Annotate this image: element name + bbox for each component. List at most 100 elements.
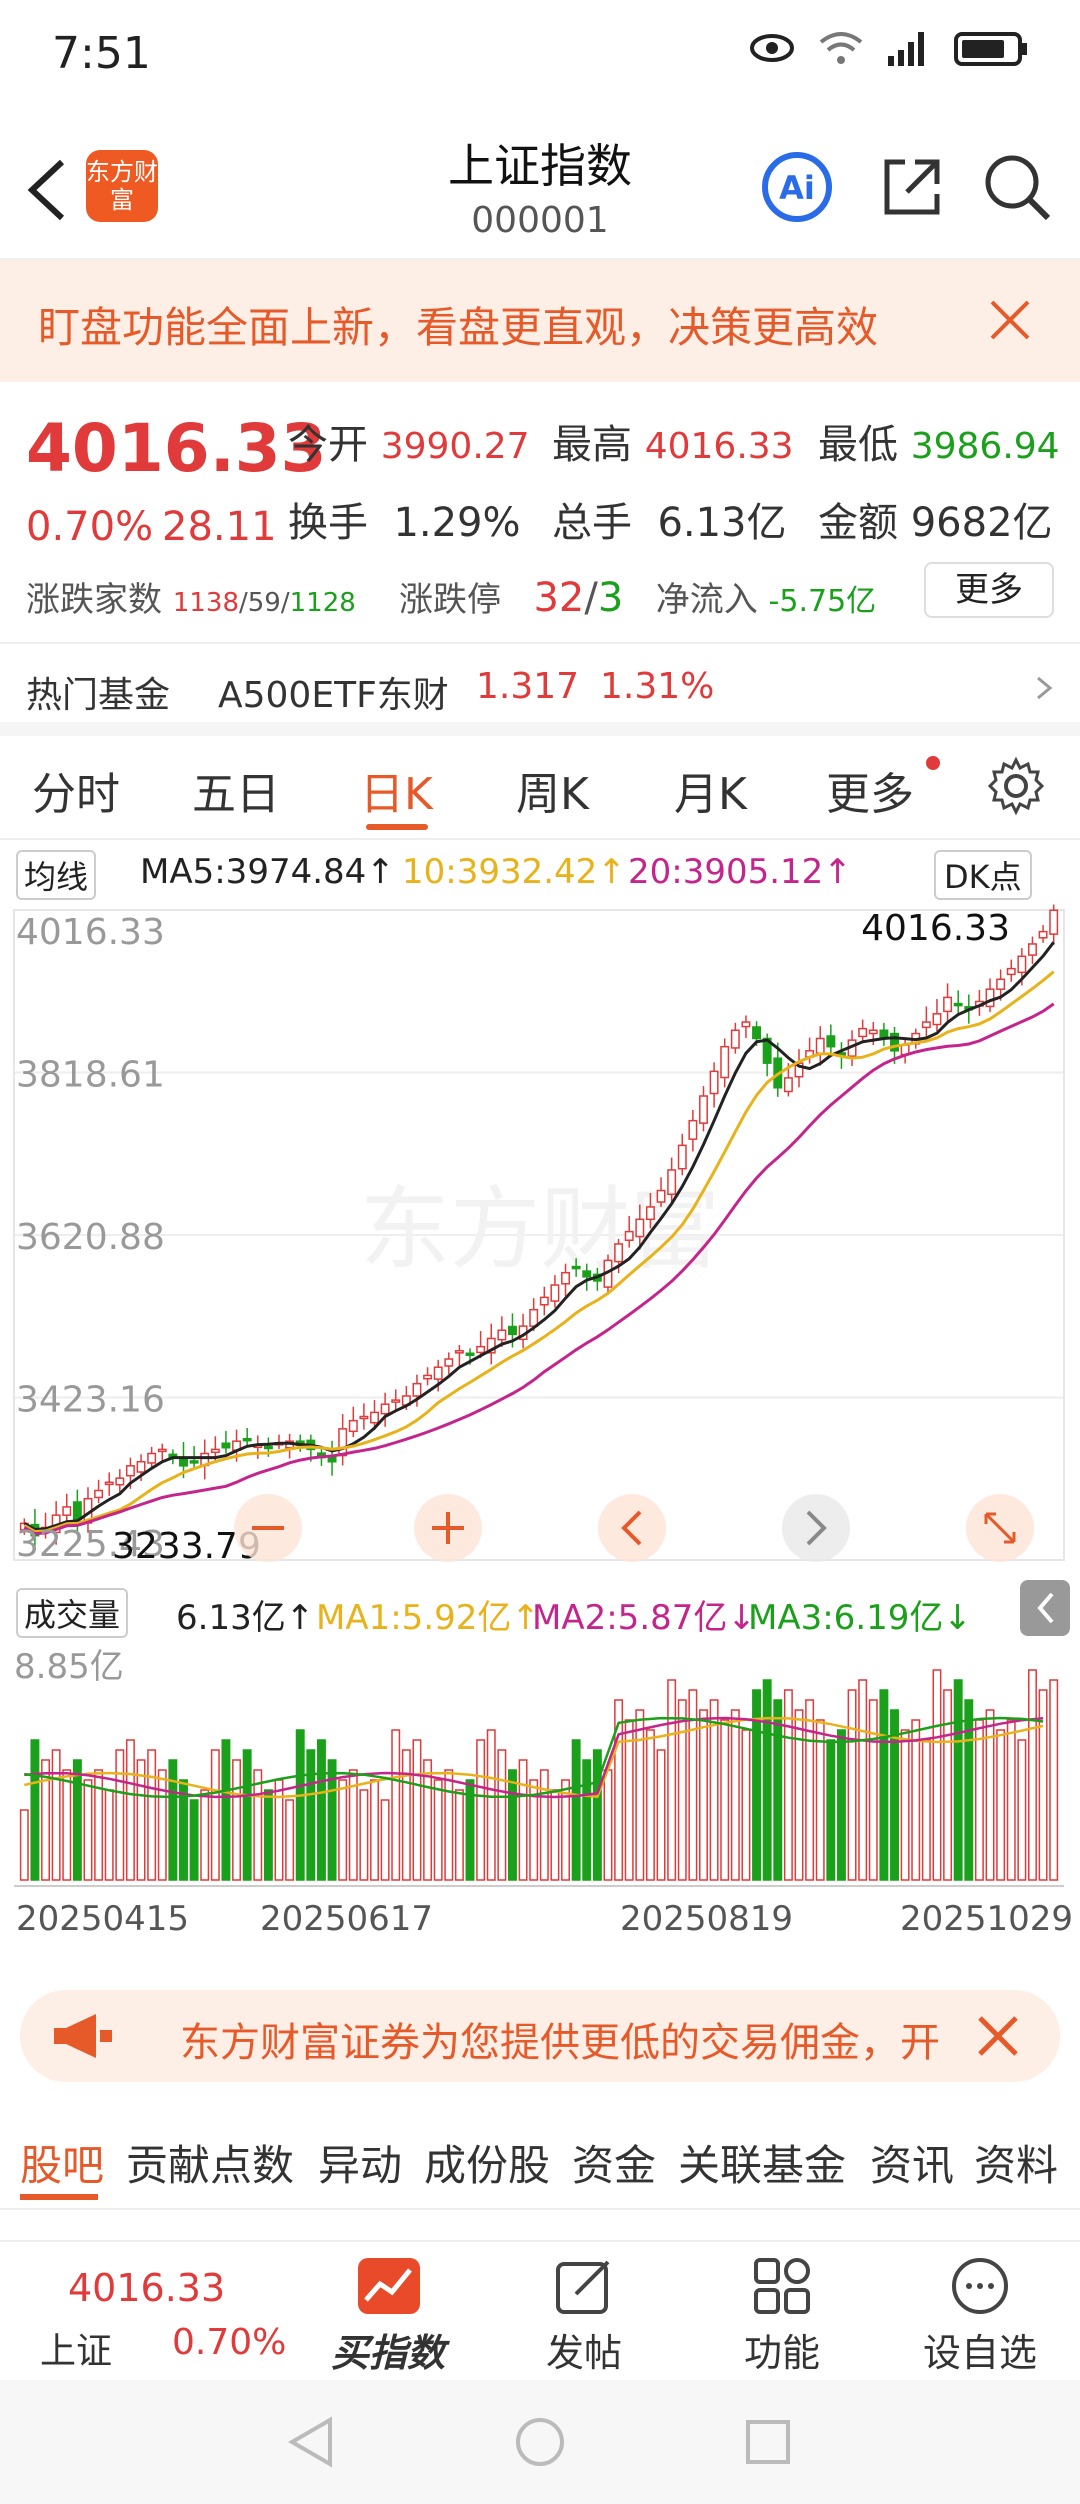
volume-bar bbox=[730, 1709, 740, 1881]
volume-bar bbox=[656, 1749, 666, 1881]
candle-body bbox=[699, 1095, 708, 1124]
candle-body bbox=[539, 1296, 549, 1306]
volume-bar bbox=[62, 1769, 72, 1881]
zoom-out-button[interactable] bbox=[234, 1494, 302, 1562]
limit-label: 涨跌停 bbox=[399, 580, 502, 620]
candle-body bbox=[815, 1037, 825, 1055]
volume-bar bbox=[805, 1699, 815, 1881]
tab-intraday[interactable]: 分时 bbox=[32, 769, 120, 820]
volume-ma3: MA3:6.19亿↓ bbox=[748, 1598, 972, 1638]
volume-bar bbox=[157, 1769, 167, 1881]
candle-body bbox=[709, 1070, 719, 1095]
candle-body bbox=[752, 1026, 762, 1040]
close-icon[interactable] bbox=[982, 292, 1038, 348]
promo-banner[interactable]: 东方财富证券为您提供更低的交易佣金，开 bbox=[20, 1990, 1060, 2082]
share-icon[interactable] bbox=[875, 150, 949, 224]
zoom-in-button[interactable] bbox=[414, 1494, 482, 1562]
ma5-line bbox=[23, 941, 1055, 1532]
ma-legend: 均线 MA5:3974.84↑ 10:3932.42↑ 20:3905.12↑ … bbox=[0, 840, 1080, 900]
functions-label: 功能 bbox=[743, 2331, 820, 2375]
volume-bar bbox=[115, 1749, 125, 1881]
volume-bar bbox=[614, 1699, 624, 1881]
nav-recents-icon[interactable] bbox=[744, 2418, 792, 2466]
close-icon[interactable] bbox=[974, 2012, 1022, 2060]
ma-selector[interactable]: 均线 bbox=[16, 850, 97, 900]
fullscreen-button[interactable] bbox=[966, 1494, 1034, 1562]
collapse-tab[interactable] bbox=[1020, 1580, 1070, 1636]
tab-weekly-k[interactable]: 周K bbox=[516, 769, 589, 820]
candle-body bbox=[125, 1465, 135, 1477]
volume-selector[interactable]: 成交量 bbox=[16, 1588, 129, 1638]
open-stat: 今开 3990.27 bbox=[288, 412, 530, 470]
market-stats: 涨跌家数 1138/59/1128 涨跌停 32/3 净流入 -5.75亿 bbox=[26, 575, 877, 621]
hot-fund-row[interactable]: 热门基金 A500ETF东财 1.317 1.31% bbox=[0, 642, 1080, 736]
volume-bar bbox=[943, 1689, 953, 1881]
tab-more[interactable]: 更多 bbox=[826, 769, 914, 820]
volume-bar bbox=[168, 1759, 178, 1881]
low-stat: 最低 3986.94 bbox=[818, 412, 1060, 470]
candle-body bbox=[953, 1002, 963, 1007]
dk-point-button[interactable]: DK点 bbox=[934, 850, 1032, 900]
tab-related-funds[interactable]: 关联基金 bbox=[678, 2141, 847, 2190]
volume-bar bbox=[974, 1719, 984, 1881]
chevron-right-icon bbox=[1037, 676, 1053, 700]
limit-up: 32 bbox=[533, 575, 585, 621]
candle-body bbox=[688, 1119, 698, 1140]
volume-bar bbox=[879, 1689, 889, 1881]
volume-bar bbox=[401, 1749, 411, 1881]
nav-home-icon[interactable] bbox=[514, 2416, 566, 2468]
volume-bar bbox=[41, 1759, 50, 1881]
more-button[interactable]: 更多 bbox=[924, 562, 1054, 618]
volume-bar bbox=[454, 1789, 464, 1881]
nav-back-icon[interactable] bbox=[286, 2416, 336, 2468]
tab-monthly-k[interactable]: 月K bbox=[674, 769, 747, 820]
scroll-left-button[interactable] bbox=[598, 1494, 666, 1562]
volume-bar bbox=[412, 1739, 422, 1881]
search-icon[interactable] bbox=[980, 150, 1054, 224]
volume-bar bbox=[433, 1779, 443, 1881]
tab-movement[interactable]: 异动 bbox=[318, 2141, 403, 2190]
candle-body bbox=[614, 1243, 624, 1263]
volume-bar bbox=[794, 1709, 804, 1881]
tab-guba[interactable]: 股吧 bbox=[20, 2141, 105, 2190]
candle-body bbox=[189, 1460, 199, 1464]
candle-body bbox=[635, 1218, 645, 1238]
kline-chart[interactable]: 东方财富 4016.33 3818.61 3620.88 3423.16 3225.43… bbox=[0, 900, 1080, 1980]
back-arrow-icon[interactable] bbox=[20, 150, 80, 230]
watermark: 东方财富 bbox=[360, 1177, 720, 1282]
candle-body bbox=[157, 1448, 167, 1453]
volume-bar bbox=[242, 1749, 252, 1881]
tab-profile[interactable]: 资料 bbox=[974, 2141, 1059, 2190]
toolbar-name: 上证 bbox=[40, 2331, 113, 2372]
volume-bar bbox=[327, 1759, 337, 1881]
candle-body bbox=[730, 1029, 740, 1049]
volume-bar bbox=[125, 1739, 135, 1881]
period-tabs: 分时 五日 日K 周K 月K 更多 bbox=[0, 736, 1080, 840]
candle-body bbox=[985, 988, 995, 1008]
tab-contribution[interactable]: 贡献点数 bbox=[126, 2141, 295, 2190]
candle-body bbox=[762, 1037, 772, 1064]
y-tick-label: 4016.33 bbox=[16, 912, 165, 953]
candle-body bbox=[263, 1445, 273, 1450]
tab-daily-k[interactable]: 日K bbox=[360, 769, 433, 820]
notice-banner[interactable]: 盯盘功能全面上新，看盘更直观，决策更高效 bbox=[0, 260, 1080, 382]
ai-label: Ai bbox=[779, 169, 815, 207]
settings-gear-icon[interactable] bbox=[986, 756, 1046, 816]
edit-icon bbox=[556, 2260, 610, 2314]
tab-funds-flow[interactable]: 资金 bbox=[572, 2141, 657, 2190]
ai-assistant-icon[interactable]: Ai bbox=[760, 150, 834, 224]
volume-value: 6.13亿 bbox=[657, 500, 787, 546]
content-tabs: 股吧 贡献点数 异动 成份股 资金 关联基金 资讯 资料 bbox=[0, 2110, 1080, 2210]
ma20-value: 20:3905.12↑ bbox=[628, 852, 852, 892]
scroll-right-button[interactable] bbox=[782, 1494, 850, 1562]
tab-five-day[interactable]: 五日 bbox=[192, 769, 280, 820]
volume-bar bbox=[571, 1739, 581, 1881]
volume-bar bbox=[1049, 1679, 1059, 1881]
tab-news[interactable]: 资讯 bbox=[870, 2141, 955, 2190]
candle-body bbox=[508, 1325, 517, 1336]
candle-body bbox=[529, 1308, 539, 1327]
volume-bar bbox=[465, 1779, 475, 1881]
tab-constituents[interactable]: 成份股 bbox=[424, 2141, 551, 2190]
volume-bar bbox=[1017, 1739, 1027, 1881]
candle-body bbox=[338, 1428, 348, 1457]
